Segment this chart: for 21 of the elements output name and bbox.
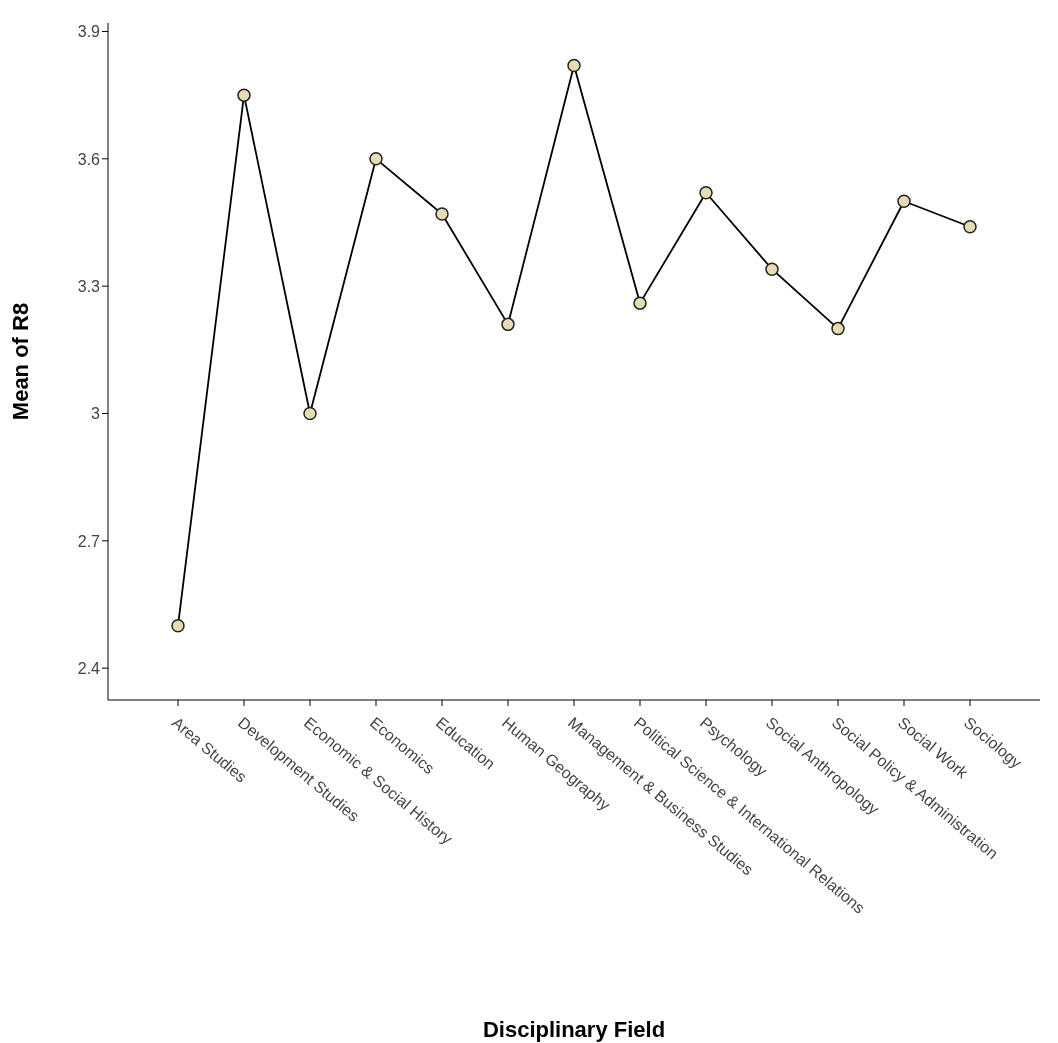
point — [633, 296, 647, 310]
point — [897, 194, 911, 209]
y-tick-label: 3.3 — [77, 277, 101, 295]
point — [765, 262, 779, 276]
point — [831, 321, 845, 336]
point — [501, 317, 515, 332]
y-tick-label: 2.7 — [77, 532, 101, 550]
point — [171, 618, 185, 633]
y-tick-label: 2.4 — [77, 659, 101, 677]
y-tick-label: 3.6 — [77, 150, 101, 168]
y-tick-label: 3.9 — [77, 23, 101, 41]
point — [435, 207, 449, 221]
point — [237, 88, 251, 102]
y-tick-label: 3 — [91, 405, 101, 423]
point — [369, 152, 383, 166]
point — [303, 406, 317, 421]
y-axis-title: Mean of R8 — [7, 302, 33, 421]
point — [567, 58, 581, 73]
point — [963, 219, 977, 234]
x-axis-title: Disciplinary Field — [482, 1017, 666, 1042]
point — [699, 186, 713, 200]
